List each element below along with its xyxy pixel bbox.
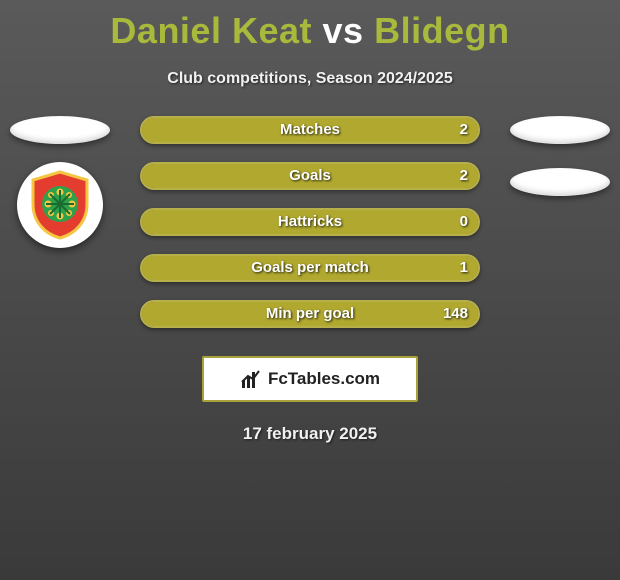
- player-oval-right-1: [510, 116, 610, 144]
- right-column: [500, 116, 620, 196]
- left-column: [0, 116, 120, 248]
- stat-bar-label: Hattricks: [142, 210, 478, 234]
- stat-bar-label: Min per goal: [142, 302, 478, 326]
- player-oval-left: [10, 116, 110, 144]
- brand-text: FcTables.com: [268, 369, 380, 389]
- stat-bar-value: 148: [443, 302, 468, 326]
- brand-box[interactable]: FcTables.com: [202, 356, 418, 402]
- content-area: Matches2Goals2Hattricks0Goals per match1…: [0, 116, 620, 328]
- stat-bar: Goals2: [140, 162, 480, 190]
- page-subtitle: Club competitions, Season 2024/2025: [0, 70, 620, 88]
- stat-bar: Goals per match1: [140, 254, 480, 282]
- stat-bar-label: Goals per match: [142, 256, 478, 280]
- chart-icon: [240, 368, 262, 390]
- stat-bar: Hattricks0: [140, 208, 480, 236]
- stat-bar-value: 0: [460, 210, 468, 234]
- shield-icon: [29, 170, 91, 240]
- club-badge: [17, 162, 103, 248]
- stat-bar-value: 1: [460, 256, 468, 280]
- stat-bar: Matches2: [140, 116, 480, 144]
- stat-bar-value: 2: [460, 164, 468, 188]
- player-oval-right-2: [510, 168, 610, 196]
- stat-bar: Min per goal148: [140, 300, 480, 328]
- footer-date: 17 february 2025: [0, 424, 620, 444]
- stat-bar-label: Goals: [142, 164, 478, 188]
- stat-bars: Matches2Goals2Hattricks0Goals per match1…: [140, 116, 480, 328]
- page-title: Daniel Keat vs Blidegn: [0, 0, 620, 52]
- stat-bar-label: Matches: [142, 118, 478, 142]
- stat-bar-value: 2: [460, 118, 468, 142]
